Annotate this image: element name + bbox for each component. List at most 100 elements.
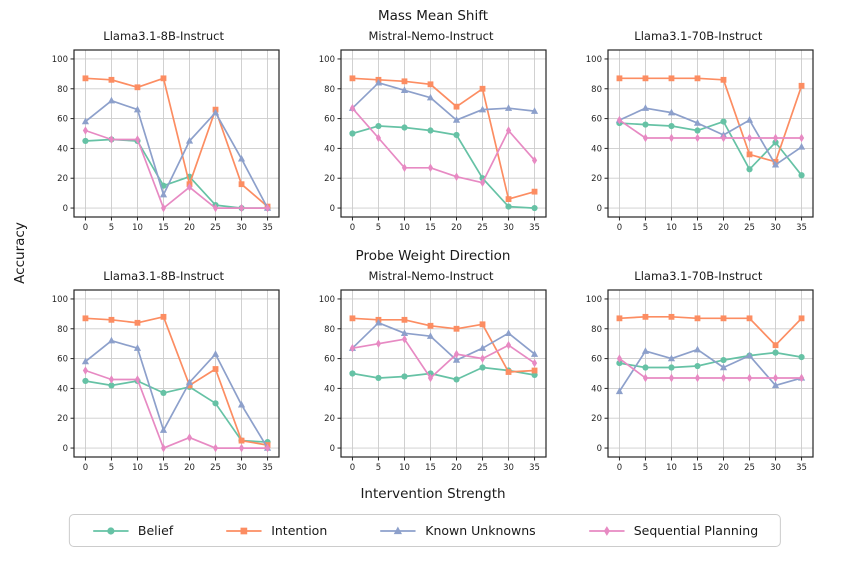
series-sequential_planning	[349, 103, 538, 187]
svg-text:10: 10	[399, 223, 410, 233]
svg-text:15: 15	[425, 463, 436, 473]
svg-text:80: 80	[591, 85, 602, 95]
svg-text:0: 0	[62, 444, 67, 454]
legend-label: Belief	[137, 523, 174, 538]
svg-text:20: 20	[324, 174, 335, 184]
svg-text:100: 100	[586, 295, 602, 305]
series-belief	[82, 377, 271, 446]
y-axis-label: Accuracy	[12, 222, 28, 284]
axis-ticks	[604, 58, 803, 221]
legend-item-known-unknowns: Known Unknowns	[379, 523, 536, 538]
subplot-title: Llama3.1-8B-Instruct	[103, 269, 225, 283]
svg-text:40: 40	[324, 384, 335, 394]
svg-text:80: 80	[57, 325, 68, 335]
svg-text:0: 0	[617, 223, 622, 233]
gridlines	[608, 50, 814, 217]
chart-canvas: 0 5 10 15 20 25 30 35 0 20 40 60 80 100	[586, 289, 814, 473]
axis-ticks	[337, 298, 536, 461]
chart-canvas: 0 5 10 15 20 25 30 35 0 20 40 60 80 100	[586, 49, 814, 233]
svg-text:35: 35	[262, 223, 273, 233]
tick-labels: 0 5 10 15 20 25 30 35 0 20 40 60 80 100	[51, 55, 272, 233]
series-known_unknowns	[348, 318, 539, 363]
svg-text:15: 15	[692, 463, 703, 473]
svg-text:30: 30	[770, 463, 781, 473]
tick-labels: 0 5 10 15 20 25 30 35 0 20 40 60 80 100	[51, 295, 272, 473]
svg-text:40: 40	[324, 144, 335, 154]
svg-text:40: 40	[57, 384, 68, 394]
svg-text:5: 5	[643, 463, 648, 473]
known-unknowns-marker-icon	[380, 526, 417, 534]
axes-spines	[607, 289, 814, 458]
legend-item-belief: Belief	[92, 523, 173, 538]
svg-text:20: 20	[57, 174, 68, 184]
series-intention	[616, 313, 805, 349]
svg-text:5: 5	[108, 223, 113, 233]
svg-text:60: 60	[591, 115, 602, 125]
gridlines	[73, 50, 279, 217]
svg-text:60: 60	[324, 115, 335, 125]
subplot-pwd-mistral: Mistral-Nemo-Instruct 0 5 10 15 20 25 30 35 0 20 4…	[305, 269, 556, 478]
group-title-probe-weight-direction: Probe Weight Direction	[355, 248, 511, 264]
legend-label: Known Unknowns	[425, 523, 536, 538]
chart-row-top: Llama3.1-8B-Instruct 0 5 10 15 20 25 30 35 0 20 40…	[38, 29, 824, 238]
svg-text:20: 20	[591, 414, 602, 424]
svg-text:10: 10	[666, 463, 677, 473]
gridlines	[73, 290, 279, 457]
svg-text:25: 25	[744, 223, 755, 233]
subplot-mms-llama70b: Llama3.1-70B-Instruct 0 5 10 15 20 25 30 35 0 20 4…	[573, 29, 824, 238]
subplot-title: Llama3.1-70B-Instruct	[634, 269, 763, 283]
series-belief	[349, 122, 538, 212]
series-sequential_planning	[617, 115, 805, 143]
svg-text:60: 60	[591, 355, 602, 365]
svg-text:20: 20	[718, 223, 729, 233]
chart-canvas: 0 5 10 15 20 25 30 35 0 20 40 60 80 100	[51, 289, 280, 473]
svg-text:25: 25	[210, 463, 221, 473]
intention-marker-icon	[226, 527, 263, 534]
svg-text:100: 100	[319, 55, 335, 65]
svg-text:0: 0	[617, 463, 622, 473]
svg-text:20: 20	[57, 414, 68, 424]
svg-text:80: 80	[57, 85, 68, 95]
svg-text:80: 80	[591, 325, 602, 335]
svg-text:20: 20	[718, 463, 729, 473]
axes-spines	[607, 49, 814, 218]
legend-item-sequential-planning: Sequential Planning	[588, 523, 758, 538]
svg-text:100: 100	[51, 55, 67, 65]
svg-text:5: 5	[376, 223, 381, 233]
svg-text:30: 30	[770, 223, 781, 233]
chart-row-bottom: Llama3.1-8B-Instruct 0 5 10 15 20 25 30 35 0 20 40…	[38, 269, 824, 478]
tick-labels: 0 5 10 15 20 25 30 35 0 20 40 60 80 100	[319, 295, 540, 473]
svg-text:0: 0	[350, 463, 355, 473]
chart-canvas: 0 5 10 15 20 25 30 35 0 20 40 60 80 100	[319, 49, 547, 233]
svg-text:30: 30	[503, 223, 514, 233]
svg-text:10: 10	[132, 223, 143, 233]
svg-text:80: 80	[324, 85, 335, 95]
svg-text:80: 80	[324, 325, 335, 335]
svg-text:40: 40	[57, 144, 68, 154]
svg-text:35: 35	[796, 463, 807, 473]
svg-text:25: 25	[477, 223, 488, 233]
svg-text:5: 5	[643, 223, 648, 233]
series-belief	[82, 136, 271, 212]
svg-text:15: 15	[158, 463, 169, 473]
svg-text:30: 30	[503, 463, 514, 473]
svg-text:20: 20	[451, 463, 462, 473]
svg-text:35: 35	[529, 223, 540, 233]
subplot-pwd-llama8b: Llama3.1-8B-Instruct 0 5 10 15 20 25 30 35 0 20 40…	[38, 269, 289, 478]
subplot-mms-mistral: Mistral-Nemo-Instruct 0 5 10 15 20 25 30 35 0 20 4…	[305, 29, 556, 238]
svg-text:30: 30	[236, 223, 247, 233]
axes-spines	[340, 289, 547, 458]
svg-text:30: 30	[236, 463, 247, 473]
svg-text:20: 20	[324, 414, 335, 424]
svg-text:10: 10	[666, 223, 677, 233]
series-known_unknowns	[81, 336, 271, 451]
sequential-planning-marker-icon	[588, 525, 625, 536]
chart-canvas: 0 5 10 15 20 25 30 35 0 20 40 60 80 100	[51, 49, 280, 233]
svg-text:40: 40	[591, 144, 602, 154]
series-intention	[616, 75, 805, 165]
svg-text:0: 0	[597, 204, 602, 214]
group-title-mass-mean-shift: Mass Mean Shift	[377, 8, 489, 24]
series-sequential_planning	[617, 354, 805, 383]
chart-canvas: 0 5 10 15 20 25 30 35 0 20 40 60 80 100	[319, 289, 547, 473]
svg-text:0: 0	[350, 223, 355, 233]
